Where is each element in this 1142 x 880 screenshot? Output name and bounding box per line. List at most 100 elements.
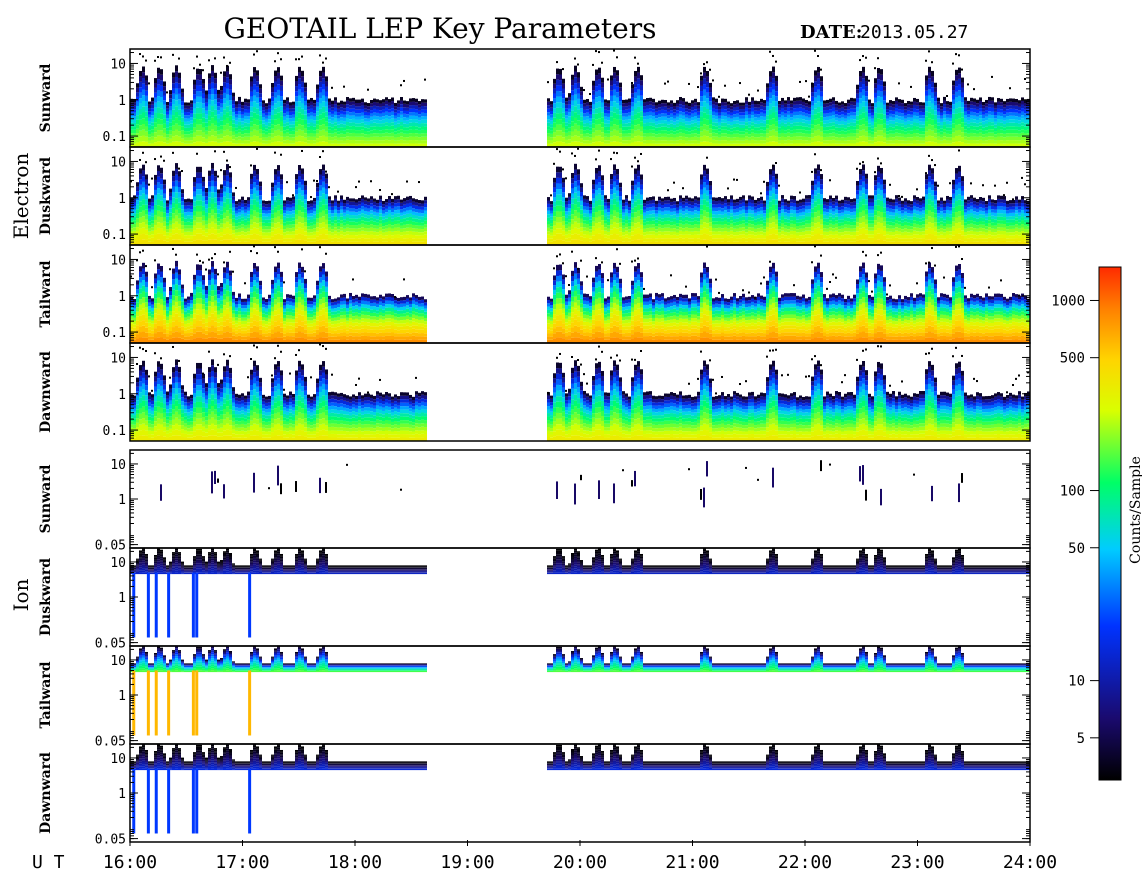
- heat-cell: [607, 130, 610, 134]
- heat-cell: [277, 118, 280, 125]
- heat-cell: [742, 115, 745, 119]
- heat-cell: [316, 196, 319, 201]
- heat-cell: [274, 76, 277, 82]
- heat-cell: [400, 107, 403, 112]
- heat-cell: [136, 124, 139, 129]
- heat-cell: [871, 128, 874, 132]
- heat-cell: [985, 106, 988, 111]
- heat-cell: [850, 132, 853, 137]
- heat-cell: [181, 101, 184, 106]
- heat-cell: [829, 109, 832, 113]
- heat-cell: [259, 88, 262, 94]
- heat-cell: [340, 117, 343, 121]
- heat-cell: [655, 134, 658, 138]
- heat-cell: [139, 70, 142, 77]
- heat-cell: [235, 219, 238, 224]
- heat-cell: [211, 111, 214, 118]
- heat-cell: [742, 140, 745, 144]
- heat-cell: [250, 189, 253, 195]
- heat-cell: [223, 136, 226, 142]
- heat-cell: [553, 132, 556, 138]
- heat-cell: [718, 140, 721, 144]
- heat-cell: [259, 111, 262, 116]
- heat-cell: [133, 116, 136, 120]
- heat-cell: [310, 222, 313, 226]
- heat-cell: [316, 227, 319, 232]
- heat-cell: [991, 107, 994, 112]
- heat-cell: [700, 72, 702, 75]
- heat-cell: [589, 101, 592, 106]
- heat-cell: [364, 217, 367, 222]
- heat-cell: [202, 112, 205, 118]
- heat-cell: [424, 78, 426, 81]
- heat-cell: [304, 82, 307, 88]
- heat-cell: [724, 116, 727, 120]
- heat-cell: [334, 195, 337, 199]
- heat-cell: [949, 143, 952, 147]
- heat-cell: [160, 228, 163, 234]
- heat-cell: [295, 131, 298, 137]
- heat-cell: [814, 81, 817, 87]
- heat-cell: [763, 103, 766, 107]
- heat-cell: [151, 202, 154, 206]
- heat-cell: [943, 111, 946, 115]
- heat-cell: [373, 201, 376, 206]
- heat-cell: [238, 111, 241, 115]
- heat-cell: [298, 165, 301, 171]
- heat-cell: [700, 141, 703, 147]
- heat-cell: [709, 87, 712, 93]
- heat-cell: [970, 101, 973, 105]
- heat-cell: [166, 229, 169, 233]
- heat-cell: [319, 130, 322, 137]
- heat-cell: [397, 143, 400, 147]
- heat-cell: [775, 136, 778, 142]
- heat-cell: [859, 92, 862, 99]
- heat-cell: [718, 109, 721, 113]
- heat-cell: [646, 133, 649, 137]
- heat-cell: [763, 120, 766, 124]
- heat-cell: [556, 135, 559, 142]
- heat-cell: [214, 115, 217, 121]
- heat-cell: [682, 112, 685, 116]
- heat-cell: [217, 93, 220, 99]
- heat-cell: [613, 95, 616, 102]
- heat-cell: [259, 138, 262, 143]
- heat-cell: [919, 102, 922, 106]
- heat-cell: [331, 203, 334, 207]
- heat-cell: [418, 107, 421, 111]
- heat-cell: [727, 111, 730, 115]
- heat-cell: [361, 206, 364, 210]
- heat-cell: [229, 141, 232, 147]
- heat-cell: [1027, 133, 1030, 137]
- heat-cell: [139, 201, 142, 207]
- heat-cell: [370, 116, 373, 121]
- heat-cell: [838, 102, 841, 106]
- heat-cell: [751, 136, 754, 140]
- heat-cell: [388, 143, 391, 147]
- heat-cell: [274, 234, 277, 240]
- heat-cell: [856, 89, 859, 94]
- heat-cell: [271, 101, 274, 106]
- heat-cell: [292, 117, 295, 122]
- heat-cell: [208, 207, 211, 214]
- heat-cell: [673, 124, 676, 129]
- heat-cell: [334, 100, 337, 105]
- heat-cell: [247, 217, 250, 222]
- heat-cell: [343, 127, 346, 131]
- heat-cell: [265, 216, 268, 220]
- heat-cell: [919, 121, 922, 125]
- heat-cell: [682, 122, 685, 127]
- heat-cell: [709, 101, 712, 106]
- heat-cell: [691, 130, 694, 134]
- heat-cell: [751, 125, 754, 130]
- heat-cell: [1006, 136, 1009, 141]
- heat-cell: [835, 114, 838, 118]
- heat-cell: [994, 140, 997, 144]
- heat-cell: [280, 80, 283, 86]
- heat-cell: [313, 136, 316, 141]
- heat-cell: [658, 140, 661, 144]
- heat-cell: [916, 122, 919, 127]
- heat-cell: [151, 104, 154, 109]
- heat-cell: [220, 120, 223, 126]
- heat-cell: [739, 124, 742, 129]
